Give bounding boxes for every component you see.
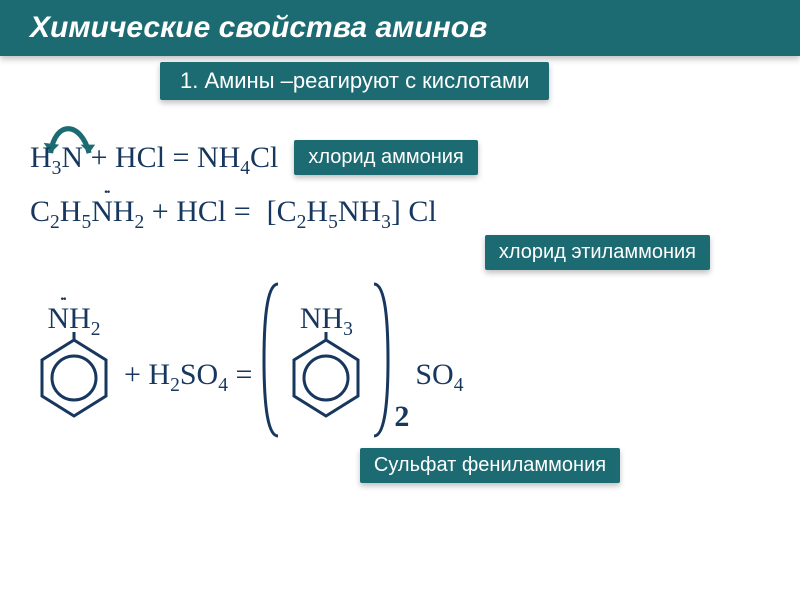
t: HCl: [176, 195, 226, 228]
subtitle-box: 1. Амины –реагируют с кислотами: [160, 62, 549, 100]
aniline-structure: .. NH2: [36, 302, 112, 418]
product-bracket: NH3 2: [258, 280, 409, 440]
nh2-label: .. NH2: [47, 302, 100, 336]
eq3-mid: + H2SO4 =: [124, 358, 252, 392]
sulfate-ion: SO4: [415, 358, 463, 392]
chip-ammonium-chloride: хлорид аммония: [294, 140, 477, 175]
t: C: [30, 195, 50, 228]
equation-1: H3N + HCl = NH4Cl хлорид аммония: [30, 140, 770, 175]
t: 2: [297, 212, 307, 233]
t: H: [30, 141, 52, 174]
t: =: [226, 195, 250, 228]
t: 2: [170, 375, 180, 396]
coefficient-2: 2: [394, 400, 409, 434]
t: Cl: [250, 141, 278, 174]
t: NH: [47, 302, 90, 335]
t: N: [61, 141, 83, 174]
benzene-ring-icon: [36, 332, 112, 418]
page-title: Химические свойства аминов: [30, 11, 487, 45]
equation-2: C2H5..NH2 + HCl = [C2H5NH3] Cl: [30, 195, 770, 229]
t: 2: [135, 212, 145, 233]
eq2-rhs: [C2H5NH3] Cl: [267, 195, 437, 229]
t: 3: [52, 158, 62, 179]
t: HCl: [115, 141, 165, 174]
t: 2: [50, 212, 60, 233]
t: H: [306, 195, 328, 228]
t: =: [165, 141, 197, 174]
chip-phenylammonium-sulfate: Сульфат фениламмония: [360, 448, 620, 483]
t: NH: [338, 195, 381, 228]
eq1-text: H3N + HCl = NH4Cl: [30, 141, 278, 175]
t: NH: [91, 195, 134, 228]
lone-pair-dots: ..: [59, 280, 64, 306]
t: 4: [240, 158, 250, 179]
lone-pair-dots: ..: [103, 173, 108, 199]
t: H: [60, 195, 82, 228]
t: 2: [91, 319, 101, 340]
title-bar: Химические свойства аминов: [0, 0, 800, 56]
t: +: [152, 195, 176, 228]
eq2-lhs: C2H5..NH2 + HCl =: [30, 195, 251, 229]
benzene-ring-icon: [288, 332, 364, 418]
chip-ethylammonium-chloride: хлорид этиламмония: [485, 235, 710, 270]
t: SO: [180, 358, 218, 391]
t: ..NH: [91, 195, 134, 228]
t: H: [148, 358, 170, 391]
content-area: H3N + HCl = NH4Cl хлорид аммония C2H5..N…: [0, 100, 800, 483]
t: +: [83, 141, 115, 174]
t: [C: [267, 195, 297, 228]
bracket-right-icon: [370, 280, 394, 440]
bracket-left-icon: [258, 280, 282, 440]
chip-row-3: Сульфат фениламмония: [30, 448, 770, 483]
t: +: [124, 358, 148, 391]
t: 5: [328, 212, 338, 233]
t: NH: [197, 141, 240, 174]
t: ] Cl: [391, 195, 437, 228]
t: =: [228, 358, 252, 391]
chip-row-2: хлорид этиламмония: [30, 235, 770, 270]
t: NH: [300, 302, 343, 335]
t: SO: [415, 358, 453, 391]
t: 4: [454, 375, 464, 396]
t: 5: [81, 212, 91, 233]
nh3-label: NH3: [300, 302, 353, 336]
t: 4: [218, 375, 228, 396]
equation-3: .. NH2 + H2SO4 = NH3: [30, 280, 770, 440]
t: 3: [381, 212, 391, 233]
anilinium-structure: NH3: [288, 302, 364, 418]
